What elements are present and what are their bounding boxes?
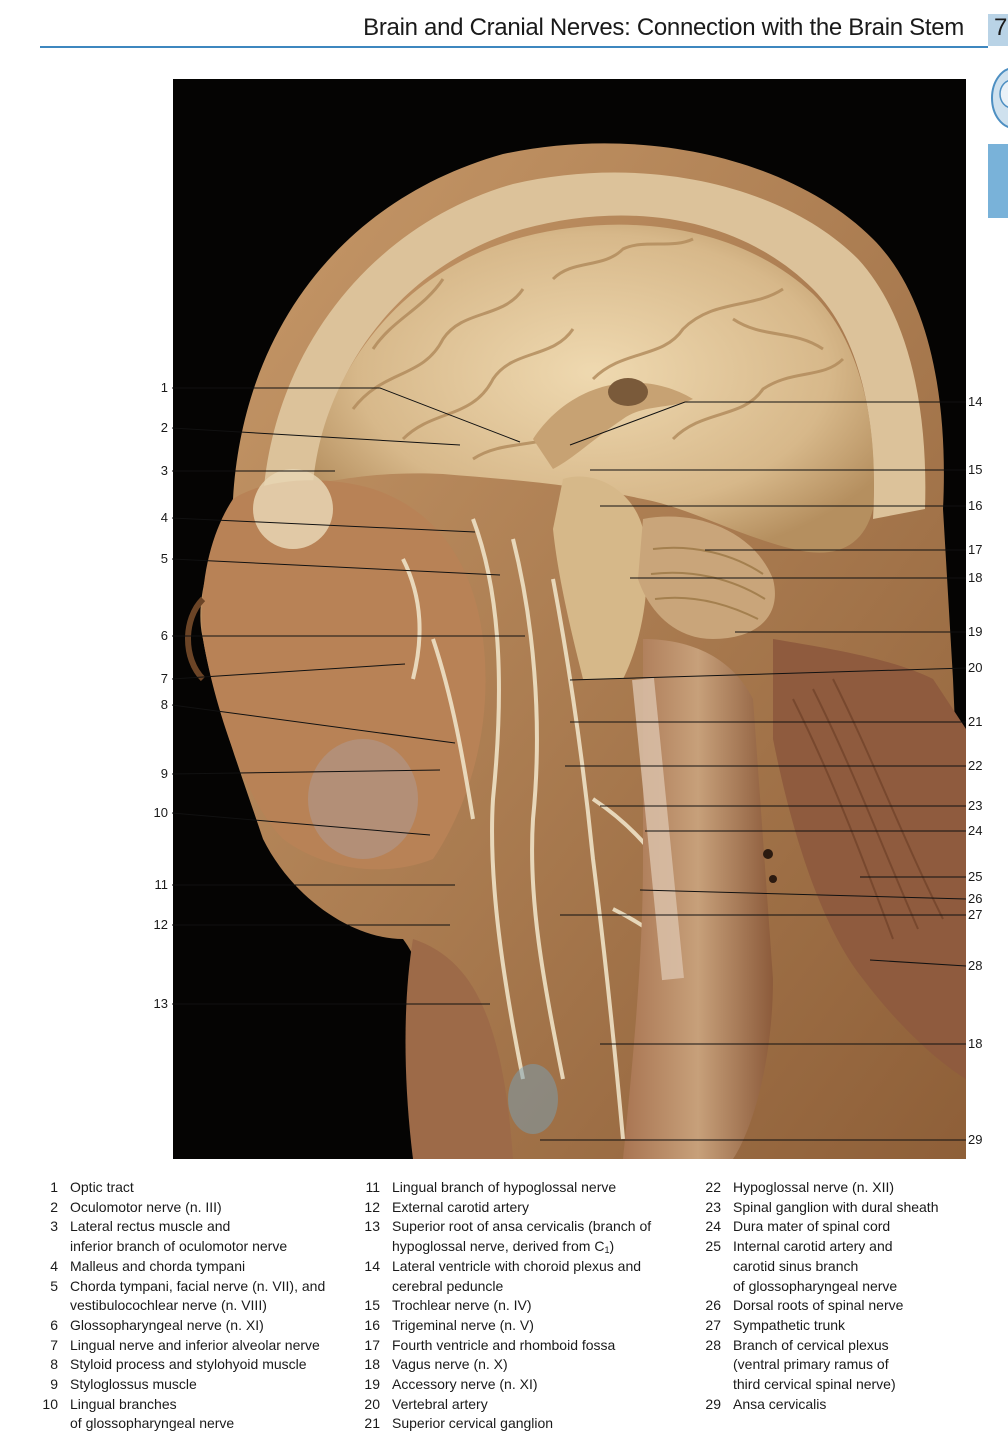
legend-item: 1 Optic tract xyxy=(50,1179,134,1195)
legend-item: 26 Dorsal roots of spinal nerve xyxy=(705,1297,904,1314)
legend-item: 7 Lingual nerve and inferior alveolar ner… xyxy=(50,1336,320,1353)
legend-item: 10 Lingual branches of glossopharyngeal ne… xyxy=(42,1395,235,1432)
header-rule xyxy=(40,46,988,48)
callout-number: 23 xyxy=(968,798,983,813)
legend-item: 17 Fourth ventricle and rhomboid fossa xyxy=(364,1336,616,1353)
legend-item: 11 Lingual branch of hypoglossal nerve xyxy=(365,1179,617,1195)
callout-number: 7 xyxy=(160,671,168,686)
callout-number: 24 xyxy=(968,823,983,838)
callout-number: 29 xyxy=(968,1132,983,1147)
legend-item: 15 Trochlear nerve (n. IV) xyxy=(364,1297,532,1314)
legend-item: 12 External carotid artery xyxy=(364,1198,529,1215)
legend-item: 8 Styloid process and stylohyoid muscle xyxy=(50,1356,307,1373)
legend-item: 23 Spinal ganglion with dural sheath xyxy=(705,1198,939,1215)
callout-number: 8 xyxy=(160,697,168,712)
callout-number: 25 xyxy=(968,869,983,884)
legend-item: 9 Styloglossus muscle xyxy=(50,1376,197,1393)
legend-item: 2 Oculomotor nerve (n. III) xyxy=(50,1198,222,1215)
callout-number: 6 xyxy=(160,628,168,643)
callout-number: 12 xyxy=(153,917,168,932)
legend-item: 19 Accessory nerve (n. XI) xyxy=(364,1376,538,1393)
legend-item: 16 Trigeminal nerve (n. V) xyxy=(364,1316,534,1333)
callout-number: 2 xyxy=(160,420,168,435)
legend-item: third cervical spinal nerve) xyxy=(733,1376,896,1393)
legend-item: 13 Superior root of ansa cervicalis (bran… xyxy=(364,1218,652,1256)
callout-number: 1 xyxy=(160,380,168,395)
legend-item: 22 Hypoglossal nerve (n. XII) xyxy=(705,1179,895,1195)
callout-number: 5 xyxy=(160,551,168,566)
callout-number: 13 xyxy=(153,996,168,1011)
callout-number: 15 xyxy=(968,462,983,477)
callout-number: 19 xyxy=(968,624,983,639)
callout-number: 26 xyxy=(968,891,983,906)
legend-item: 5 Chorda tympani, facial nerve (n. VII), … xyxy=(50,1277,326,1314)
callout-number: 11 xyxy=(154,877,169,892)
legend-item: 29 Ansa cervicalis xyxy=(705,1395,827,1412)
head-thumbnail-icon xyxy=(991,68,1008,128)
legend-column-3: 22 Hypoglossal nerve (n. XII) 23 Spinal ga… xyxy=(703,1178,1003,1414)
legend-item: 6 Glossopharyngeal nerve (n. XI) xyxy=(50,1316,264,1333)
callout-number: 18 xyxy=(968,570,983,585)
callout-number: 16 xyxy=(968,498,983,513)
chapter-tab xyxy=(988,144,1008,218)
legend-item: 18 Vagus nerve (n. X) xyxy=(364,1356,508,1373)
legend-column-1: 1 Optic tract 2 Oculomotor nerve (n. III) … xyxy=(40,1178,360,1434)
figure-legend: 1 Optic tract 2 Oculomotor nerve (n. III) … xyxy=(40,1178,1000,1438)
legend-item: 28 Branch of cervical plexus (ventral prim… xyxy=(705,1336,889,1373)
callout-number: 20 xyxy=(968,660,983,675)
legend-item: 21 Superior cervical ganglion xyxy=(364,1415,554,1432)
legend-item: 14 Lateral ventricle with choroid plexus … xyxy=(364,1257,642,1294)
callout-number: 17 xyxy=(968,542,983,557)
legend-item: 25 Internal carotid artery and carotid sin… xyxy=(705,1238,893,1274)
callout-number: 18 xyxy=(968,1036,983,1051)
legend-item: 27 Sympathetic trunk xyxy=(705,1316,846,1333)
legend-item: 20 Vertebral artery xyxy=(364,1395,488,1412)
legend-item: 24 Dura mater of spinal cord xyxy=(705,1218,891,1235)
callout-number: 22 xyxy=(968,758,983,773)
callout-number: 9 xyxy=(160,766,168,781)
callout-number: 28 xyxy=(968,958,983,973)
dissection-photo xyxy=(173,79,966,1159)
page-number: 7 xyxy=(988,14,1008,46)
callout-number: 27 xyxy=(968,907,983,922)
callout-number: 4 xyxy=(160,510,168,525)
legend-item: of glossopharyngeal nerve xyxy=(733,1277,898,1294)
page-title: Brain and Cranial Nerves: Connection wit… xyxy=(363,14,964,41)
legend-item: 4 Malleus and chorda tympani xyxy=(50,1257,246,1274)
callout-number: 10 xyxy=(153,805,168,820)
callout-number: 21 xyxy=(968,714,983,729)
callout-number: 3 xyxy=(160,463,168,478)
callout-number: 14 xyxy=(968,394,983,409)
legend-item: 3 Lateral rectus muscle and inferior branc… xyxy=(50,1218,288,1255)
legend-column-2: 11 Lingual branch of hypoglossal nerve 12… xyxy=(362,1178,702,1434)
